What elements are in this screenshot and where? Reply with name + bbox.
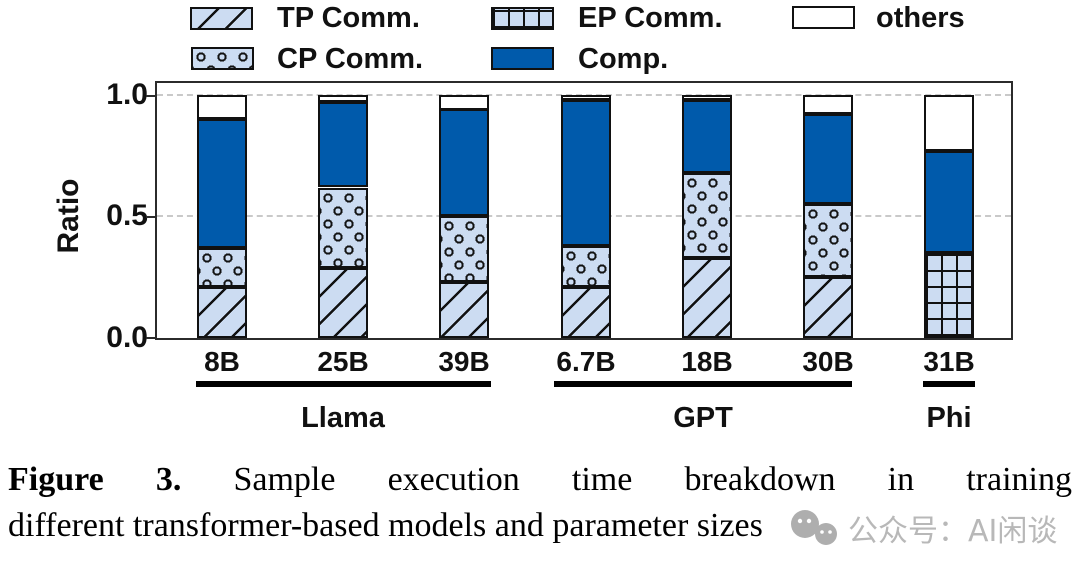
bar-segment-others — [682, 95, 732, 100]
bar-8B — [197, 95, 247, 338]
legend-label-comp: Comp. — [578, 43, 669, 75]
bar-segment-cp-comm — [197, 248, 247, 287]
bar-segment-others — [561, 95, 611, 100]
legend-label-others: others — [876, 2, 965, 34]
bar-segment-others — [318, 95, 368, 102]
x-tick-label-30B: 30B — [802, 346, 854, 377]
caption-line-2: different transformer-based models and p… — [8, 507, 763, 544]
x-tick-label-25B: 25B — [317, 346, 369, 377]
bar-segment-comp — [924, 151, 974, 253]
caption-line-1: Figure 3. Sample execution time breakdow… — [8, 461, 1072, 499]
group-label-gpt: GPT — [673, 402, 733, 434]
watermark: 公众号：AI闲谈 — [788, 506, 1057, 550]
bar-segment-comp — [197, 119, 247, 248]
caption-line1-text: Sample execution time breakdown in train… — [233, 461, 1072, 498]
x-tick-label-31B: 31B — [923, 346, 975, 377]
legend-swatch-tp-comm — [190, 7, 253, 30]
bar-segment-comp — [682, 100, 732, 173]
bar-segment-cp-comm — [439, 216, 489, 282]
group-label-llama: Llama — [301, 402, 385, 434]
legend-swatch-others — [792, 6, 855, 29]
group-line-gpt — [554, 381, 852, 387]
y-tick-label-1.0: 1.0 — [106, 78, 148, 111]
bar-segment-tp-comm — [197, 287, 247, 338]
bar-30B — [803, 95, 853, 338]
bar-segment-cp-comm — [682, 173, 732, 258]
legend-swatch-comp — [491, 47, 554, 70]
bar-segment-tp-comm — [561, 287, 611, 338]
group-line-phi — [923, 381, 975, 387]
bar-segment-others — [197, 95, 247, 119]
bar-31B — [924, 95, 974, 338]
bar-segment-cp-comm — [803, 204, 853, 277]
bar-segment-tp-comm — [803, 277, 853, 338]
group-label-phi: Phi — [926, 402, 972, 434]
y-tick-mark-0.5 — [146, 216, 155, 218]
bar-segment-comp — [439, 109, 489, 216]
bar-segment-tp-comm — [318, 268, 368, 338]
y-tick-label-0.5: 0.5 — [106, 199, 148, 232]
caption-figure-label: Figure 3. — [8, 461, 182, 498]
bar-18B — [682, 95, 732, 338]
bar-segment-others — [924, 95, 974, 151]
plot-area — [146, 81, 1013, 340]
bar-segment-ep-comm — [924, 253, 974, 338]
x-tick-label-18B: 18B — [681, 346, 733, 377]
bar-segment-others — [439, 95, 489, 110]
x-tick-label-8B: 8B — [204, 346, 240, 377]
bar-25B — [318, 95, 368, 338]
bar-segment-tp-comm — [439, 282, 489, 338]
legend-label-tp-comm: TP Comm. — [277, 2, 420, 34]
bar-segment-comp — [803, 114, 853, 204]
bar-segment-comp — [318, 102, 368, 187]
bar-6.7B — [561, 95, 611, 338]
legend-label-ep-comm: EP Comm. — [578, 2, 723, 34]
bar-39B — [439, 95, 489, 338]
bar-segment-cp-comm — [561, 246, 611, 287]
y-tick-mark-0.0 — [146, 337, 155, 339]
legend-label-cp-comm: CP Comm. — [277, 43, 424, 75]
y-tick-mark-1.0 — [146, 95, 155, 97]
legend-swatch-cp-comm — [191, 47, 254, 70]
bar-segment-comp — [561, 100, 611, 246]
bar-segment-tp-comm — [682, 258, 732, 338]
wechat-icon — [791, 510, 837, 545]
watermark-text: 公众号：AI闲谈 — [848, 514, 1058, 549]
y-tick-label-0.0: 0.0 — [106, 321, 148, 354]
legend-swatch-ep-comm — [491, 7, 554, 30]
x-tick-label-39B: 39B — [438, 346, 490, 377]
bar-segment-others — [803, 95, 853, 114]
group-line-llama — [196, 381, 491, 387]
bar-segment-cp-comm — [318, 188, 368, 268]
x-tick-label-6.7B: 6.7B — [556, 346, 616, 377]
